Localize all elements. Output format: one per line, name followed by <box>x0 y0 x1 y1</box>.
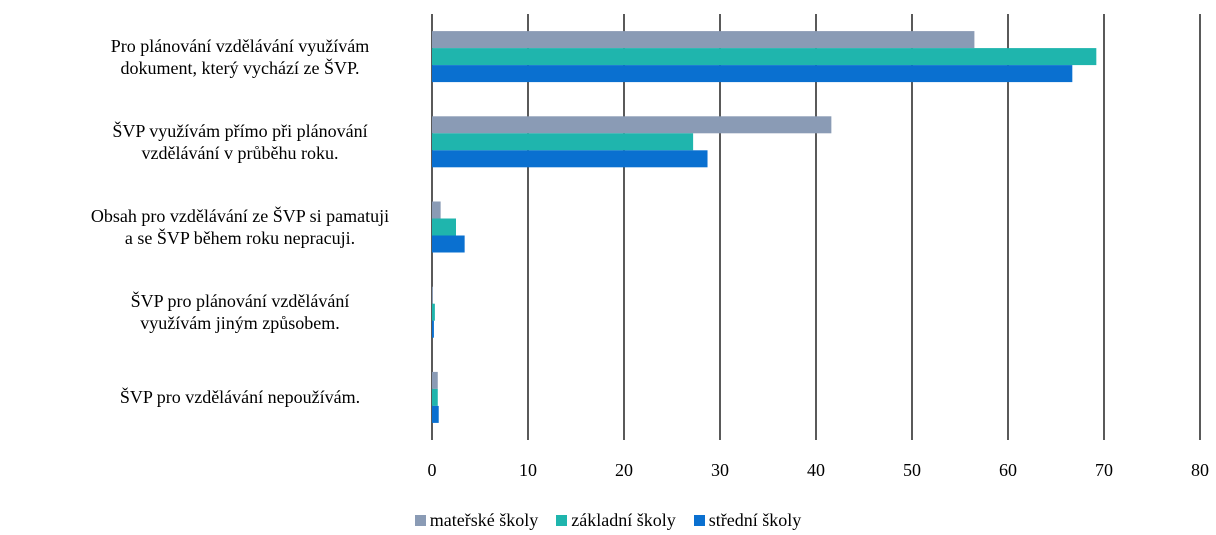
bar <box>432 303 435 321</box>
bar <box>432 320 434 338</box>
category-label: ŠVP pro plánování vzdělávání využívám ji… <box>130 291 350 334</box>
bar <box>432 133 694 151</box>
x-tick-label: 20 <box>615 460 633 480</box>
category-label: Obsah pro vzdělávání ze ŠVP si pamatuji … <box>90 206 390 248</box>
bar <box>432 31 975 49</box>
legend-swatch <box>693 515 705 526</box>
x-tick-label: 30 <box>711 460 729 480</box>
x-tick-label: 40 <box>807 460 825 480</box>
x-tick-label: 0 <box>428 460 437 480</box>
bar <box>432 116 832 134</box>
bar <box>432 218 456 236</box>
legend: mateřské školy základní školy střední škol… <box>0 510 1216 531</box>
bar <box>432 388 438 406</box>
x-tick-label: 50 <box>903 460 921 480</box>
x-tick-label: 10 <box>519 460 537 480</box>
legend-label: základní školy <box>571 510 676 530</box>
bar <box>432 65 1073 83</box>
legend-label: střední školy <box>708 510 802 530</box>
legend-swatch <box>414 515 426 526</box>
bar <box>432 201 441 219</box>
category-label: ŠVP využívám přímo při plánování vzděláv… <box>112 120 368 163</box>
legend-swatch <box>556 515 568 526</box>
x-tick-label: 80 <box>1191 460 1209 480</box>
legend-label: mateřské školy <box>429 510 539 530</box>
bar <box>432 405 439 423</box>
bar <box>432 48 1097 66</box>
category-label: Pro plánování vzdělávání využívám dokume… <box>110 35 370 78</box>
legend-item: střední školy <box>693 510 802 531</box>
x-tick-label: 70 <box>1095 460 1113 480</box>
bar <box>432 286 433 304</box>
category-label: ŠVP pro vzdělávání nepoužívám. <box>119 387 361 408</box>
bar <box>432 371 438 389</box>
legend-item: mateřské školy <box>414 510 539 531</box>
bar <box>432 235 465 253</box>
legend-item: základní školy <box>556 510 676 531</box>
x-tick-label: 60 <box>999 460 1017 480</box>
bar <box>432 150 708 168</box>
